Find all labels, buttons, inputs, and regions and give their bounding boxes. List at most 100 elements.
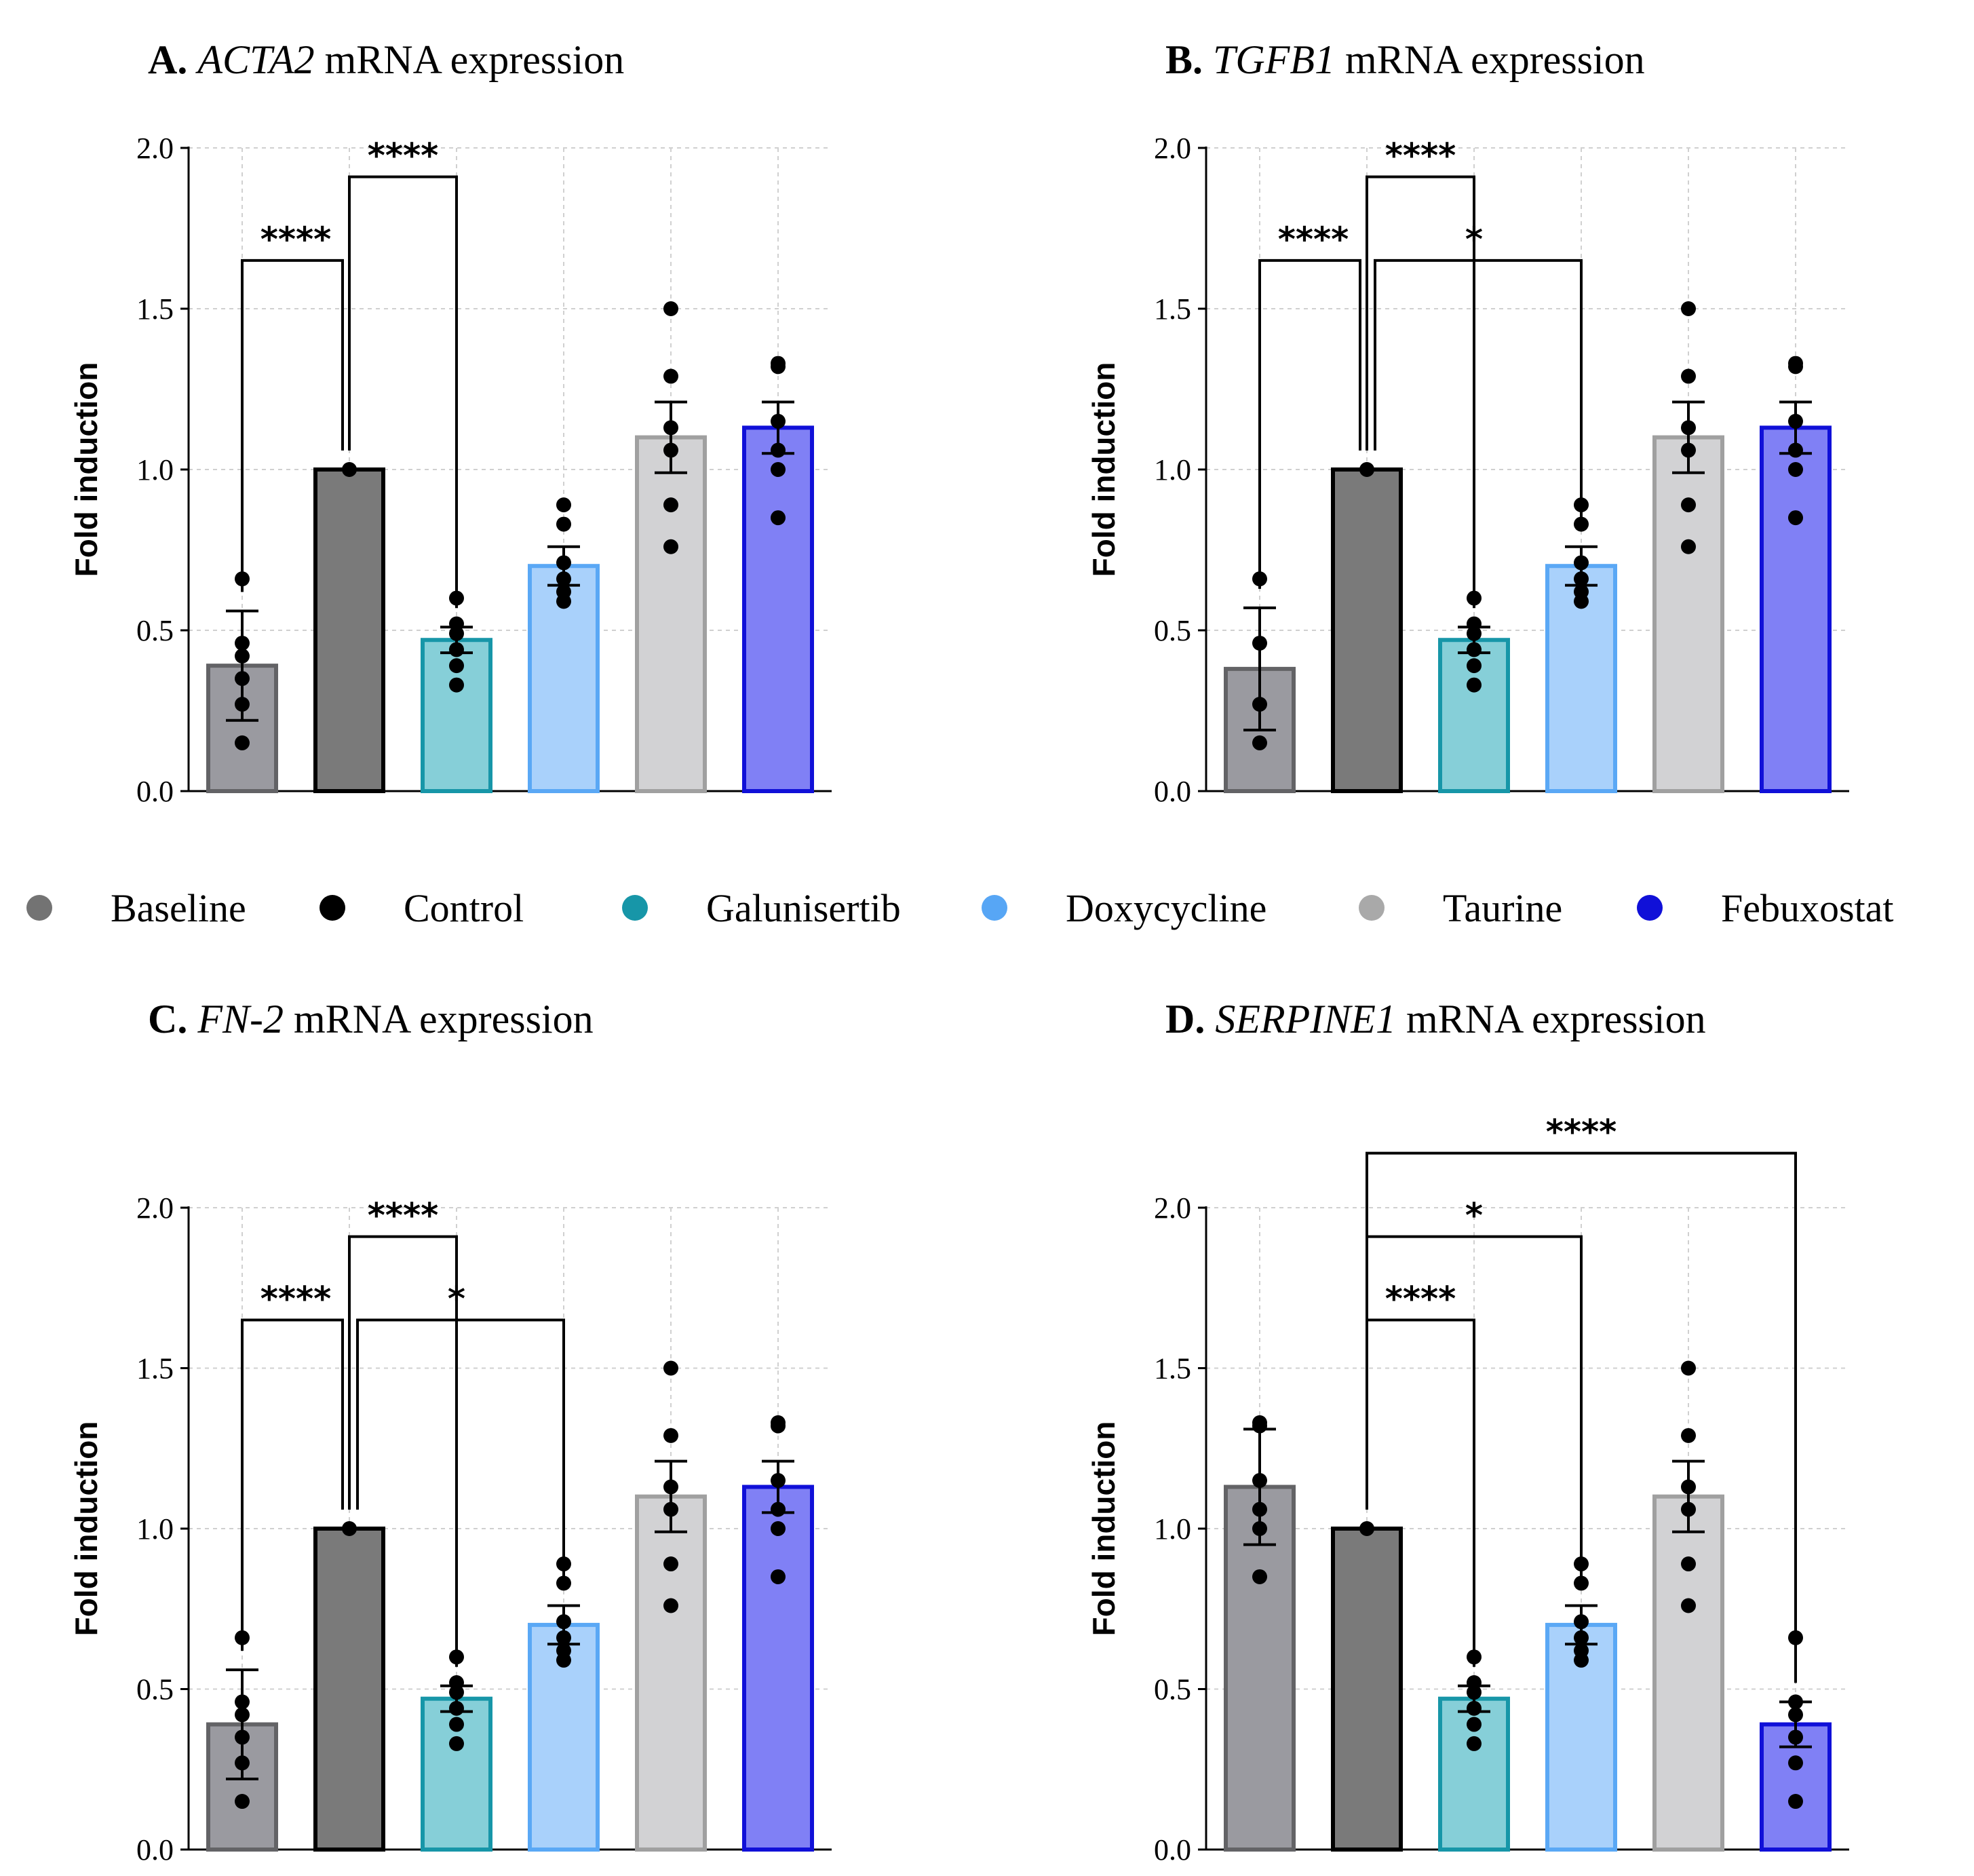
- data-point: [663, 368, 678, 384]
- y-tick-label: 0.0: [136, 1833, 174, 1867]
- significance-bracket: [1258, 259, 1361, 589]
- legend-marker-galunisertib: [622, 895, 648, 921]
- data-point: [1681, 301, 1696, 316]
- data-point: [1681, 1598, 1696, 1613]
- chart-title: B. TGFB1 mRNA expression: [1165, 37, 1645, 82]
- bar-taurine: [1652, 435, 1724, 793]
- data-point: [1788, 1794, 1803, 1810]
- data-point: [1788, 1755, 1803, 1771]
- y-axis-label: Fold induction: [1086, 362, 1121, 577]
- data-point: [1574, 584, 1589, 600]
- legend-label-galunisertib: Galunisertib: [706, 886, 901, 930]
- legend-label-taurine: Taurine: [1443, 886, 1562, 930]
- data-point: [663, 1360, 678, 1376]
- chart-title: D. SERPINE1 mRNA expression: [1165, 997, 1706, 1041]
- significance-bracket: [241, 1318, 344, 1651]
- title-spacer: [187, 997, 197, 1041]
- y-tick-label: 1.0: [136, 1512, 174, 1546]
- significance-label: *: [1465, 1196, 1483, 1236]
- gene-name: SERPINE1: [1215, 997, 1396, 1041]
- gene-name: TGFB1: [1213, 37, 1335, 82]
- data-point: [235, 671, 250, 687]
- data-point: [449, 1700, 464, 1716]
- data-point: [663, 1556, 678, 1572]
- significance-bracket: [1366, 175, 1475, 609]
- bar-control: [313, 467, 385, 793]
- y-tick-label: 2.0: [136, 132, 174, 165]
- y-tick-label: 0.5: [136, 1673, 174, 1706]
- y-tick-label: 0.0: [1154, 775, 1191, 808]
- legend-label-baseline: Baseline: [111, 886, 246, 930]
- y-tick-label: 1.5: [136, 1352, 174, 1385]
- data-point: [235, 1794, 250, 1810]
- title-rest: mRNA expression: [1396, 997, 1706, 1041]
- data-point: [663, 497, 678, 513]
- data-point: [449, 658, 464, 674]
- data-point: [449, 642, 464, 657]
- y-tick-label: 0.5: [1154, 614, 1191, 647]
- data-point: [1252, 735, 1267, 750]
- title-spacer: [1205, 997, 1215, 1041]
- data-point: [1788, 413, 1803, 429]
- data-point: [771, 1473, 786, 1489]
- data-point: [1574, 1630, 1589, 1645]
- data-point: [1359, 462, 1374, 477]
- significance-label: ****: [1278, 220, 1349, 259]
- data-point: [1467, 1717, 1482, 1732]
- data-point: [771, 462, 786, 477]
- significance-bracket: [348, 175, 458, 609]
- chart-panel-b: B. TGFB1 mRNA expression 0.0 0.5 1.0 1.5 2.0 F…: [1086, 37, 1849, 808]
- data-point: [556, 1614, 571, 1630]
- data-point: [771, 442, 786, 458]
- data-point: [771, 356, 786, 371]
- y-tick-label: 0.5: [136, 614, 174, 647]
- significance-label: ****: [1385, 136, 1456, 176]
- data-point: [1681, 1360, 1696, 1376]
- chart-panel-c: C. FN-2 mRNA expression 0.0 0.5 1.0 1.5 2.0 Fo…: [69, 997, 832, 1867]
- significance-label: ****: [1385, 1280, 1456, 1319]
- data-point: [1681, 368, 1696, 384]
- data-point: [1252, 635, 1267, 651]
- data-point: [1467, 1736, 1482, 1751]
- data-point: [449, 1717, 464, 1732]
- y-tick-label: 0.0: [136, 775, 174, 808]
- data-point: [342, 462, 357, 477]
- data-point: [235, 1755, 250, 1771]
- data-point: [1252, 1415, 1267, 1430]
- gene-name: FN-2: [197, 997, 284, 1041]
- significance-bracket: [1374, 259, 1583, 528]
- legend-marker-doxycycline: [982, 895, 1007, 921]
- data-point: [1467, 1700, 1482, 1716]
- y-tick-label: 1.5: [1154, 1352, 1191, 1385]
- data-point: [771, 510, 786, 526]
- data-point: [235, 1707, 250, 1723]
- significance-bracket: [348, 1235, 458, 1667]
- data-point: [1681, 1479, 1696, 1495]
- data-point: [663, 442, 678, 458]
- significance-bracket: [241, 259, 344, 592]
- y-tick-label: 1.5: [1154, 292, 1191, 326]
- chart-title: C. FN-2 mRNA expression: [148, 997, 594, 1041]
- data-point: [663, 539, 678, 554]
- chart-panel-a: A. ACTA2 mRNA expression 0.0 0.5 1.0 1.5 2.0 F…: [69, 37, 832, 808]
- data-point: [1681, 1501, 1696, 1517]
- bar-febuxostat: [1760, 425, 1832, 793]
- legend-marker-baseline: [26, 895, 52, 921]
- data-point: [1467, 677, 1482, 693]
- data-point: [663, 1479, 678, 1495]
- legend-label-febuxostat: Febuxostat: [1721, 886, 1894, 930]
- data-point: [1574, 1614, 1589, 1630]
- data-point: [449, 1675, 464, 1691]
- panel-letter: B.: [1165, 37, 1203, 82]
- bar-control: [1331, 467, 1403, 793]
- chart-panel-d: D. SERPINE1 mRNA expression 0.0 0.5 1.0 1.5 2…: [1086, 997, 1849, 1867]
- data-point: [1252, 1521, 1267, 1536]
- title-spacer: [187, 37, 197, 82]
- title-rest: mRNA expression: [1335, 37, 1645, 82]
- data-point: [556, 497, 571, 513]
- data-point: [663, 301, 678, 316]
- data-point: [771, 1569, 786, 1584]
- legend-marker-taurine: [1359, 895, 1385, 921]
- data-point: [771, 413, 786, 429]
